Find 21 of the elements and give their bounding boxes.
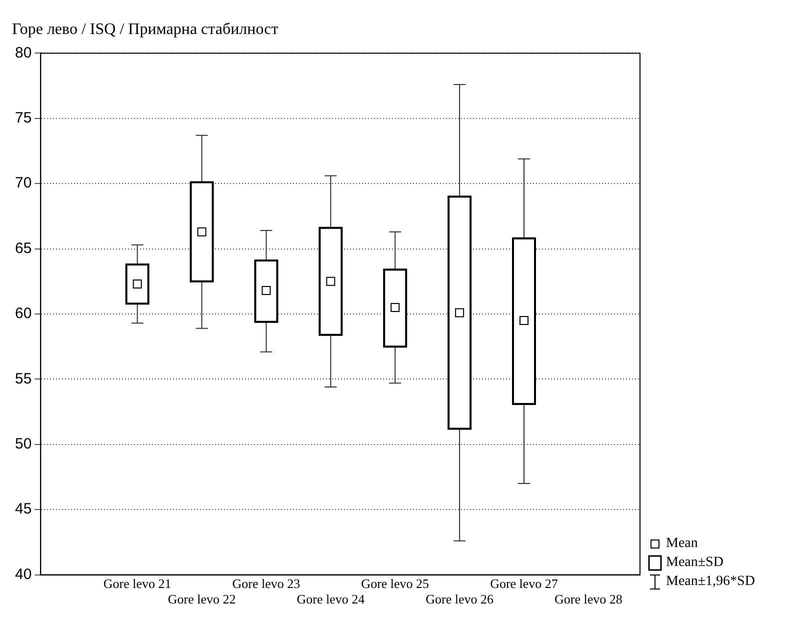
x-tick-label: Gore levo 28 [554,592,622,607]
text: Mean [666,535,698,553]
y-tick-label: 45 [14,500,32,518]
x-tick-label: Gore levo 27 [490,576,558,592]
x-tick-label: Gore levo 23 [232,576,300,592]
y-tick-label: 80 [14,44,32,62]
y-tick-label: 75 [14,110,32,127]
y-tick-label: 55 [14,370,32,388]
text: Mean±SD [666,554,724,572]
y-tick-label: 70 [14,174,32,192]
x-tick-label: Gore levo 24 [296,592,366,607]
y-tick-label: 65 [14,240,32,257]
x-tick-label: Gore levo 25 [361,576,430,592]
x-tick-label: Gore levo 21 [103,576,172,592]
x-tick-label: Gore levo 26 [426,592,494,607]
x-tick-label: Gore levo 22 [168,592,236,607]
text: Mean±1,96*SD [666,573,755,591]
y-tick-label: 40 [14,566,32,583]
y-tick-label: 60 [14,305,32,322]
chart-title: Горе лево / ISQ / Примарна стабилност [12,20,278,38]
y-tick-label: 50 [14,436,32,453]
